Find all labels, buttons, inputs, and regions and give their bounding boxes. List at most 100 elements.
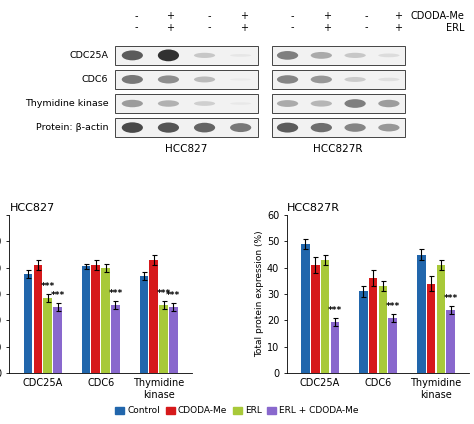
Bar (169, 307, 178, 373)
Bar (24, 274, 32, 373)
Text: ***: *** (386, 302, 400, 311)
Text: -: - (208, 22, 211, 33)
Ellipse shape (122, 100, 143, 107)
Ellipse shape (378, 100, 400, 107)
Bar (272, 70, 405, 89)
Bar (330, 322, 339, 373)
Text: HCC827R: HCC827R (313, 144, 363, 154)
Ellipse shape (230, 54, 251, 57)
Bar (82, 266, 90, 373)
Text: ***: *** (50, 291, 64, 301)
Text: ERL: ERL (446, 22, 465, 33)
Ellipse shape (158, 50, 179, 61)
Text: -: - (208, 11, 211, 21)
Bar (379, 286, 387, 373)
Ellipse shape (277, 123, 298, 133)
Ellipse shape (277, 51, 298, 60)
Bar (272, 94, 405, 113)
Ellipse shape (122, 122, 143, 133)
Bar (111, 304, 120, 373)
Bar (53, 307, 62, 373)
Bar (159, 304, 168, 373)
Ellipse shape (310, 123, 332, 132)
Text: CDODA-Me: CDODA-Me (411, 11, 465, 21)
Ellipse shape (158, 123, 179, 133)
Bar (101, 268, 110, 373)
Bar (149, 260, 158, 373)
Bar (437, 265, 445, 373)
Bar (389, 318, 397, 373)
Ellipse shape (378, 124, 400, 131)
Ellipse shape (122, 50, 143, 60)
Bar (321, 260, 329, 373)
Ellipse shape (158, 100, 179, 107)
Ellipse shape (194, 53, 215, 58)
Text: +: + (166, 11, 174, 21)
Text: Protein: β-actin: Protein: β-actin (36, 123, 109, 132)
Ellipse shape (230, 102, 251, 105)
Text: ***: *** (109, 289, 123, 298)
Ellipse shape (194, 101, 215, 106)
Ellipse shape (277, 100, 298, 107)
Ellipse shape (158, 75, 179, 84)
Ellipse shape (345, 123, 366, 132)
Text: +: + (394, 22, 402, 33)
Legend: Control, CDODA-Me, ERL, ERL + CDODA-Me: Control, CDODA-Me, ERL, ERL + CDODA-Me (112, 403, 362, 419)
Bar (115, 118, 258, 137)
Text: +: + (394, 11, 402, 21)
Text: ***: *** (166, 291, 181, 301)
Bar (301, 244, 310, 373)
Bar (447, 310, 455, 373)
Text: CDC6: CDC6 (82, 75, 109, 84)
Text: ***: *** (328, 306, 342, 315)
Text: -: - (134, 22, 137, 33)
Bar (272, 46, 405, 65)
Ellipse shape (194, 76, 215, 82)
Text: HCC827R: HCC827R (287, 203, 340, 213)
Ellipse shape (345, 99, 366, 108)
Text: ***: *** (156, 289, 171, 298)
Text: +: + (240, 11, 248, 21)
Ellipse shape (345, 77, 366, 82)
Text: +: + (166, 22, 174, 33)
Bar (34, 265, 42, 373)
Ellipse shape (122, 75, 143, 84)
Text: -: - (364, 22, 367, 33)
Text: HCC827: HCC827 (165, 144, 208, 154)
Text: CDC25A: CDC25A (69, 51, 109, 60)
Bar (115, 70, 258, 89)
Text: -: - (364, 11, 367, 21)
Bar (44, 298, 52, 373)
Text: +: + (323, 11, 331, 21)
Bar (369, 278, 377, 373)
Text: Thymidine kinase: Thymidine kinase (25, 99, 109, 108)
Bar (359, 291, 368, 373)
Ellipse shape (230, 123, 251, 132)
Ellipse shape (310, 52, 332, 59)
Bar (427, 284, 435, 373)
Text: -: - (291, 11, 294, 21)
Bar (139, 276, 148, 373)
Ellipse shape (345, 53, 366, 58)
Bar (311, 265, 319, 373)
Bar (272, 118, 405, 137)
Ellipse shape (194, 123, 215, 132)
Ellipse shape (378, 53, 400, 57)
Bar (91, 265, 100, 373)
Ellipse shape (378, 78, 400, 81)
Bar (115, 46, 258, 65)
Bar (417, 254, 426, 373)
Text: HCC827: HCC827 (9, 203, 55, 213)
Text: -: - (134, 11, 137, 21)
Text: ***: *** (444, 294, 458, 303)
Bar (115, 94, 258, 113)
Ellipse shape (230, 78, 251, 81)
Text: +: + (240, 22, 248, 33)
Ellipse shape (310, 75, 332, 83)
Text: +: + (323, 22, 331, 33)
Text: ***: *** (41, 282, 55, 291)
Ellipse shape (310, 100, 332, 106)
Y-axis label: Total protein expression (%): Total protein expression (%) (255, 231, 264, 357)
Ellipse shape (277, 75, 298, 84)
Text: -: - (291, 22, 294, 33)
